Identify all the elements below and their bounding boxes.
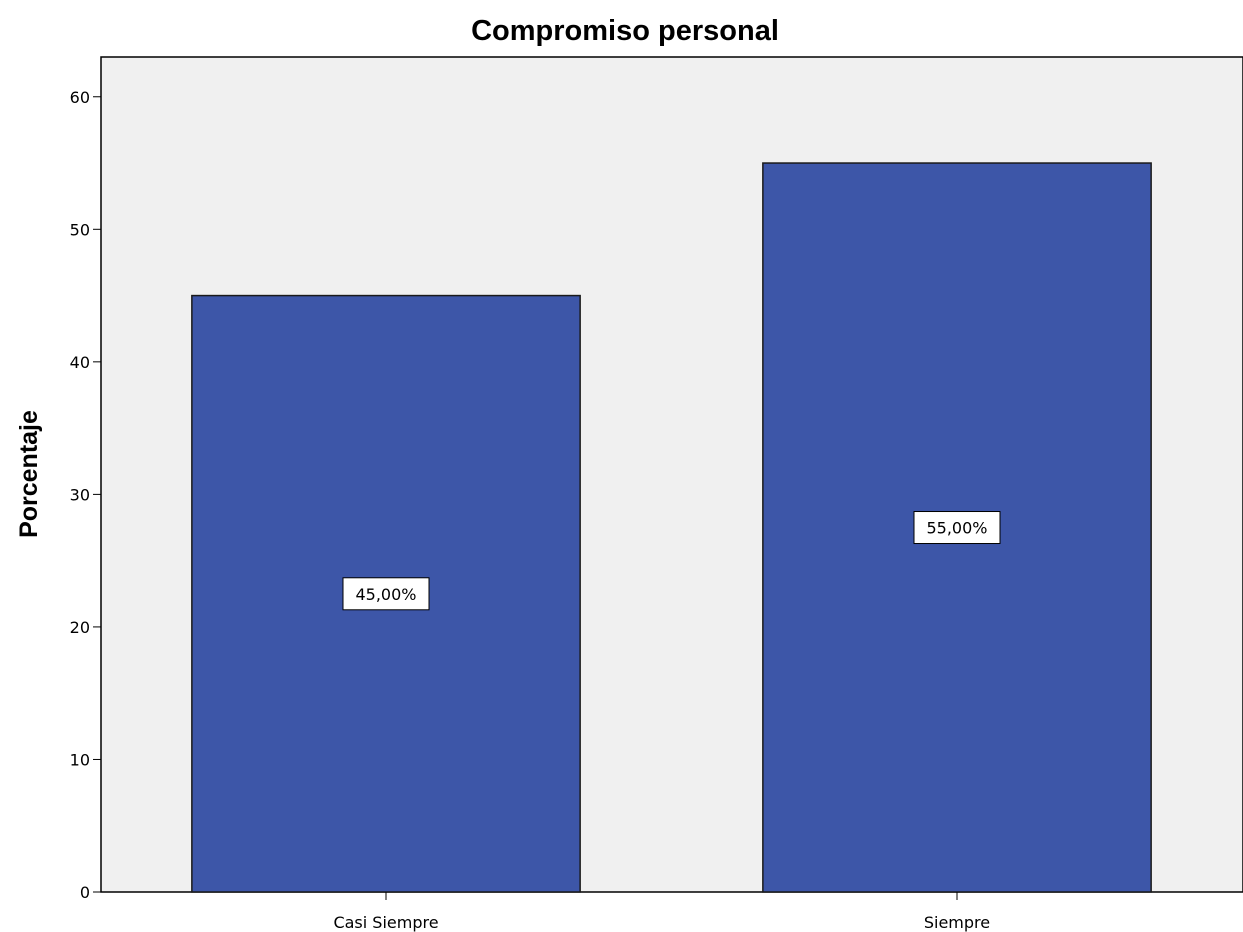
data-label-box [913, 511, 1001, 545]
axes-group: Casi Siempre Siempre 0 10 20 30 40 50 60 [70, 88, 990, 932]
y-tick-label: 30 [70, 485, 90, 504]
data-label: 55,00% [926, 519, 987, 538]
x-tick-label: Siempre [924, 913, 990, 932]
y-tick-label: 50 [70, 220, 90, 239]
chart-title: Compromiso personal [471, 15, 779, 47]
y-tick-label: 0 [80, 883, 90, 902]
y-axis-label: Porcentaje [15, 410, 43, 538]
bars-group: 45,00% 55,00% [191, 162, 1152, 893]
y-tick-label: 60 [70, 88, 90, 107]
data-label: 45,00% [355, 585, 416, 604]
y-tick-label: 20 [70, 618, 90, 637]
y-tick-label: 40 [70, 353, 90, 372]
y-tick-label: 10 [70, 750, 90, 769]
x-tick-label: Casi Siempre [333, 913, 438, 932]
data-label-box [342, 577, 430, 611]
